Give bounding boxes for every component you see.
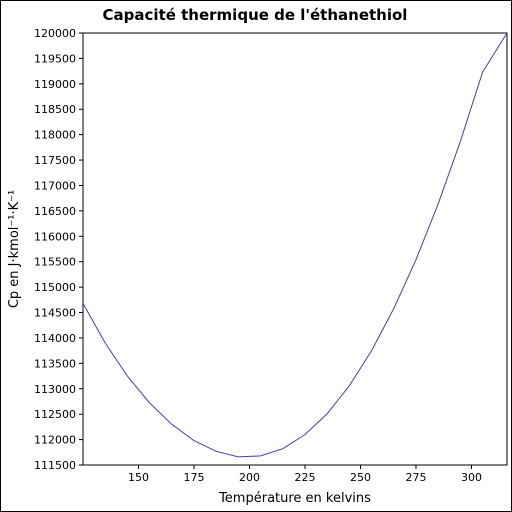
y-tick-label: 120000: [34, 27, 76, 40]
y-tick-label: 115000: [34, 281, 76, 294]
x-tick-label: 275: [405, 471, 426, 484]
y-tick-label: 116500: [34, 205, 76, 218]
y-tick-label: 117500: [34, 154, 76, 167]
y-axis: 111500 112000 112500 113000 113500 114000 1145…: [34, 27, 83, 472]
chart-title: Capacité thermique de l'éthanethiol: [103, 6, 408, 24]
x-tick-label: 200: [239, 471, 260, 484]
y-axis-label: Cp en J·kmol⁻¹·K⁻¹: [7, 190, 22, 308]
y-tick-label: 112000: [34, 434, 76, 447]
y-tick-label: 114500: [34, 307, 76, 320]
x-tick-label: 225: [294, 471, 315, 484]
y-tick-label: 119000: [34, 78, 76, 91]
y-tick-label: 111500: [34, 459, 76, 472]
plot-area: [82, 32, 508, 466]
y-tick-label: 119500: [34, 52, 76, 65]
y-tick-label: 118500: [34, 103, 76, 116]
y-tick-label: 112500: [34, 408, 76, 421]
y-tick-label: 117000: [34, 179, 76, 192]
y-tick-label: 116000: [34, 230, 76, 243]
y-tick-label: 118000: [34, 129, 76, 142]
series-layer: [82, 32, 508, 458]
x-tick-label: 150: [128, 471, 149, 484]
x-axis: 150 175 200 225 250 275 300: [128, 465, 482, 484]
y-tick-label: 114000: [34, 332, 76, 345]
y-tick-label: 113000: [34, 383, 76, 396]
y-tick-label: 115500: [34, 256, 76, 269]
x-tick-label: 250: [350, 471, 371, 484]
series-line: [82, 32, 508, 458]
x-tick-label: 300: [461, 471, 482, 484]
y-tick-label: 113500: [34, 357, 76, 370]
x-tick-label: 175: [183, 471, 204, 484]
x-axis-label: Température en kelvins: [218, 491, 371, 506]
